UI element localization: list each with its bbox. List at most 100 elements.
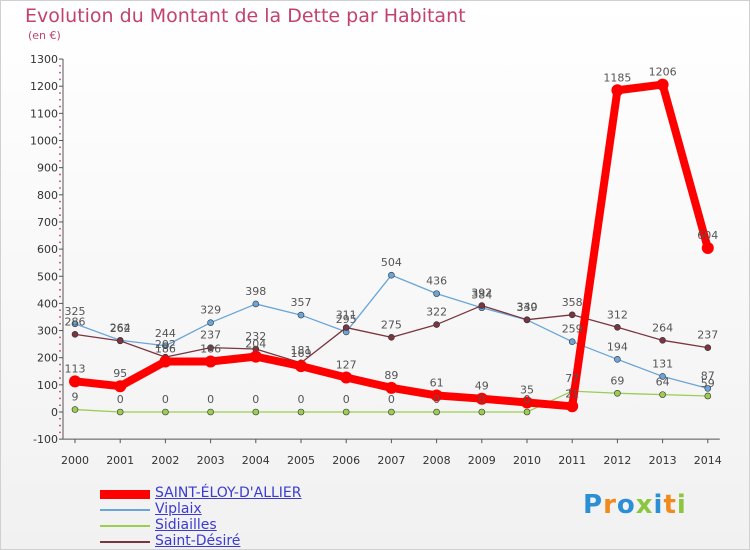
y-minor-tick <box>59 377 61 379</box>
data-label: 194 <box>607 340 628 353</box>
data-point-0 <box>656 78 669 91</box>
legend-line-swatch <box>100 489 150 499</box>
y-minor-tick <box>59 336 61 339</box>
x-tick-label: 2006 <box>332 454 360 467</box>
legend-label: Saint-Désiré <box>155 533 241 549</box>
y-minor-tick <box>59 159 61 162</box>
data-label: 0 <box>252 393 259 406</box>
y-minor-tick <box>59 200 61 203</box>
x-tick-label: 2011 <box>558 454 586 467</box>
data-point-1 <box>659 373 666 380</box>
y-tick-label: 800 <box>37 189 58 202</box>
y-minor-tick <box>59 241 61 244</box>
y-minor-tick <box>59 417 61 420</box>
y-tick-label: 1000 <box>30 135 58 148</box>
data-point-1 <box>614 356 621 363</box>
y-tick-label: 1200 <box>30 80 58 93</box>
data-label: 202 <box>155 338 176 351</box>
y-tick-label: 700 <box>37 216 58 229</box>
data-point-0 <box>701 242 714 255</box>
x-tick-label: 2014 <box>694 454 722 467</box>
y-minor-tick <box>59 397 61 400</box>
data-label: 0 <box>388 393 395 406</box>
logo-letter: o <box>616 490 636 520</box>
data-point-3 <box>704 344 712 351</box>
y-minor-tick <box>59 64 61 67</box>
data-label: 392 <box>471 287 492 300</box>
data-label: 0 <box>524 393 531 406</box>
data-point-1 <box>433 290 440 297</box>
x-tick-label: 2005 <box>287 454 315 467</box>
data-label: 237 <box>697 329 718 342</box>
x-tick-label: 2012 <box>603 454 631 467</box>
data-label: 0 <box>207 393 214 406</box>
y-minor-tick <box>59 261 61 264</box>
data-label: 436 <box>426 275 447 288</box>
data-point-2 <box>207 408 214 416</box>
data-label: 35 <box>520 383 534 396</box>
chart-subtitle: (en €) <box>28 29 61 42</box>
data-point-2 <box>297 408 305 416</box>
y-minor-tick <box>59 146 61 149</box>
y-minor-tick <box>59 370 61 373</box>
data-label: 0 <box>162 393 169 406</box>
data-point-0 <box>385 381 398 394</box>
data-point-2 <box>523 408 531 416</box>
data-label: 0 <box>433 393 440 406</box>
data-label: 232 <box>245 330 266 343</box>
data-label: 339 <box>517 301 538 314</box>
y-minor-tick <box>59 98 61 101</box>
data-point-3 <box>388 334 395 341</box>
data-label: 69 <box>610 374 624 387</box>
data-label: 186 <box>155 343 176 356</box>
data-label: 322 <box>426 306 447 319</box>
data-point-2 <box>252 408 260 416</box>
data-point-1 <box>207 319 214 326</box>
data-point-0 <box>114 380 127 393</box>
data-label: 286 <box>65 315 86 328</box>
data-label: 0 <box>298 393 305 406</box>
data-point-0 <box>340 371 353 384</box>
y-minor-tick <box>59 132 61 135</box>
data-label: 131 <box>652 357 673 370</box>
y-minor-tick <box>59 78 61 81</box>
data-point-2 <box>433 408 440 416</box>
y-tick-label: 200 <box>37 352 58 365</box>
data-label: 357 <box>291 296 312 309</box>
data-point-3 <box>207 344 214 351</box>
data-label: 312 <box>607 308 628 321</box>
data-point-3 <box>659 337 666 344</box>
y-minor-tick <box>59 227 61 230</box>
x-tick-label: 2010 <box>513 454 541 467</box>
data-label: 259 <box>562 323 583 336</box>
data-point-0 <box>475 392 488 405</box>
y-minor-tick <box>59 309 61 312</box>
y-tick-label: 300 <box>37 325 58 338</box>
data-label: 59 <box>701 377 715 390</box>
data-label: 295 <box>336 313 357 326</box>
data-label: 275 <box>381 318 402 331</box>
x-tick-label: 2001 <box>106 454 134 467</box>
data-point-3 <box>342 324 350 331</box>
legend-label: SAINT-ÉLOY-D'ALLIER <box>155 485 302 501</box>
y-minor-tick <box>59 92 61 94</box>
y-minor-tick <box>59 295 61 298</box>
legend-line-swatch <box>100 541 150 543</box>
y-minor-tick <box>59 153 61 155</box>
data-point-2 <box>614 389 621 397</box>
logo-letter: i <box>676 490 687 520</box>
data-point-3 <box>614 323 621 331</box>
data-label: 1185 <box>603 71 631 84</box>
data-point-0 <box>430 389 443 402</box>
y-minor-tick <box>59 282 61 284</box>
data-point-2 <box>388 408 395 416</box>
y-tick-label: 100 <box>37 379 58 392</box>
data-label: 95 <box>113 367 127 380</box>
data-label: 244 <box>155 327 176 340</box>
data-point-0 <box>69 375 81 388</box>
logo-letter: t <box>663 490 677 520</box>
data-label: 9 <box>72 391 79 404</box>
data-label: 64 <box>656 376 670 389</box>
y-tick-label: 1100 <box>30 107 58 120</box>
